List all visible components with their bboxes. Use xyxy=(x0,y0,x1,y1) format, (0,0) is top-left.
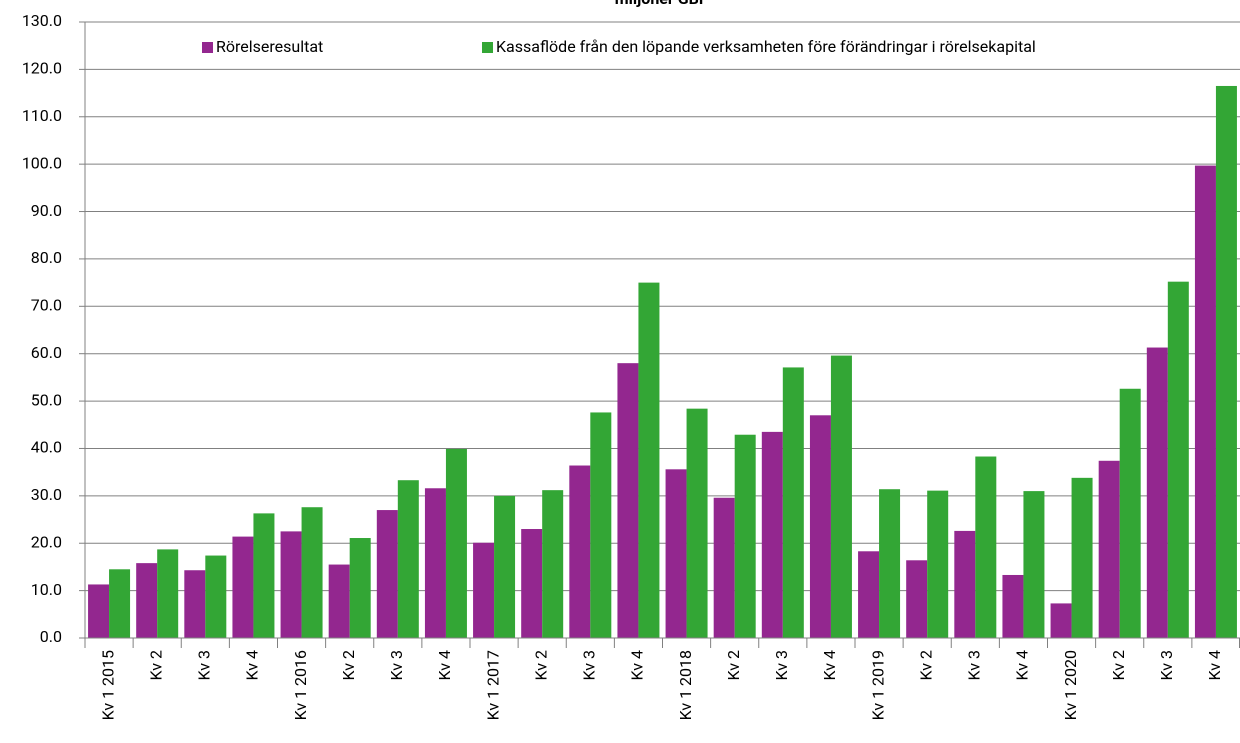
bar xyxy=(1098,460,1120,638)
bar xyxy=(397,480,419,638)
y-tick-label: 60.0 xyxy=(31,343,62,362)
bar xyxy=(184,570,206,638)
x-tick-label: Kv 4 xyxy=(243,650,262,680)
x-tick-label: Kv 2 xyxy=(916,650,935,680)
x-tick-label: Kv 2 xyxy=(531,650,550,680)
x-tick-label: Kv 1 2019 xyxy=(868,650,887,720)
x-tick-label: Kv 3 xyxy=(965,650,984,680)
bar xyxy=(782,367,804,638)
y-tick-label: 100.0 xyxy=(22,153,62,172)
y-tick-label: 90.0 xyxy=(31,201,62,220)
bar xyxy=(424,488,446,638)
bar xyxy=(328,564,350,638)
bar xyxy=(590,412,612,638)
bar xyxy=(445,448,467,638)
x-tick-label: Kv 2 xyxy=(1109,650,1128,680)
y-tick-label: 0.0 xyxy=(40,627,62,646)
bar xyxy=(1071,477,1093,638)
y-tick-label: 70.0 xyxy=(31,296,62,315)
x-tick-label: Kv 4 xyxy=(820,650,839,680)
bar xyxy=(638,282,660,638)
bar xyxy=(734,434,756,638)
x-tick-label: Kv 3 xyxy=(580,650,599,680)
x-tick-label: Kv 1 2020 xyxy=(1061,650,1080,720)
chart-title: miljoner GBP xyxy=(615,0,709,8)
y-tick-label: 130.0 xyxy=(22,11,62,30)
bar xyxy=(1167,281,1189,638)
x-tick-label: Kv 3 xyxy=(195,650,214,680)
bar xyxy=(301,507,323,638)
legend-swatch xyxy=(482,42,493,53)
bar xyxy=(1146,347,1168,638)
bar xyxy=(927,490,949,638)
bar xyxy=(617,363,639,638)
bar xyxy=(1050,603,1072,638)
x-tick-label: Kv 3 xyxy=(387,650,406,680)
bar xyxy=(473,542,495,638)
x-tick-label: Kv 1 2015 xyxy=(98,650,117,720)
bar xyxy=(157,549,179,638)
bar xyxy=(136,563,158,638)
bar xyxy=(954,530,976,638)
bar xyxy=(349,538,371,638)
x-tick-label: Kv 4 xyxy=(1205,650,1224,680)
x-tick-label: Kv 4 xyxy=(1013,650,1032,680)
bar xyxy=(494,495,516,638)
bar xyxy=(1215,85,1237,638)
bar xyxy=(569,465,591,638)
bar xyxy=(1002,574,1024,638)
bar xyxy=(830,355,852,638)
bar xyxy=(1119,388,1141,638)
legend-label: Kassaflöde från den löpande verksamheten… xyxy=(496,37,1036,56)
x-tick-label: Kv 4 xyxy=(628,650,647,680)
bar xyxy=(253,513,275,638)
bar xyxy=(521,529,543,638)
y-tick-label: 10.0 xyxy=(31,580,62,599)
x-tick-label: Kv 2 xyxy=(724,650,743,680)
bar xyxy=(761,431,783,638)
bar xyxy=(280,531,302,638)
bar xyxy=(975,456,997,638)
bar xyxy=(376,510,398,638)
y-tick-label: 80.0 xyxy=(31,248,62,267)
bar xyxy=(713,497,735,638)
bar xyxy=(88,584,110,638)
bar xyxy=(232,536,254,638)
bar xyxy=(879,489,901,638)
y-tick-label: 30.0 xyxy=(31,485,62,504)
y-tick-label: 20.0 xyxy=(31,532,62,551)
x-tick-label: Kv 3 xyxy=(772,650,791,680)
x-tick-label: Kv 2 xyxy=(146,650,165,680)
legend-swatch xyxy=(202,42,213,53)
bar xyxy=(1194,165,1216,638)
y-tick-label: 120.0 xyxy=(22,59,62,78)
bar xyxy=(109,569,131,638)
bar xyxy=(205,555,227,638)
x-tick-label: Kv 1 2016 xyxy=(291,650,310,720)
bar xyxy=(1023,491,1045,638)
bar xyxy=(686,408,708,638)
bar xyxy=(858,551,880,638)
y-tick-label: 50.0 xyxy=(31,390,62,409)
bar xyxy=(665,469,687,638)
y-tick-label: 110.0 xyxy=(22,106,62,125)
bar xyxy=(809,415,831,638)
x-tick-label: Kv 4 xyxy=(435,650,454,680)
y-tick-label: 40.0 xyxy=(31,438,62,457)
legend-label: Rörelseresultat xyxy=(216,37,323,56)
bar xyxy=(542,490,564,638)
x-tick-label: Kv 3 xyxy=(1157,650,1176,680)
x-tick-label: Kv 1 2018 xyxy=(676,650,695,720)
x-tick-label: Kv 1 2017 xyxy=(483,650,502,720)
bar xyxy=(906,560,928,638)
x-tick-label: Kv 2 xyxy=(339,650,358,680)
